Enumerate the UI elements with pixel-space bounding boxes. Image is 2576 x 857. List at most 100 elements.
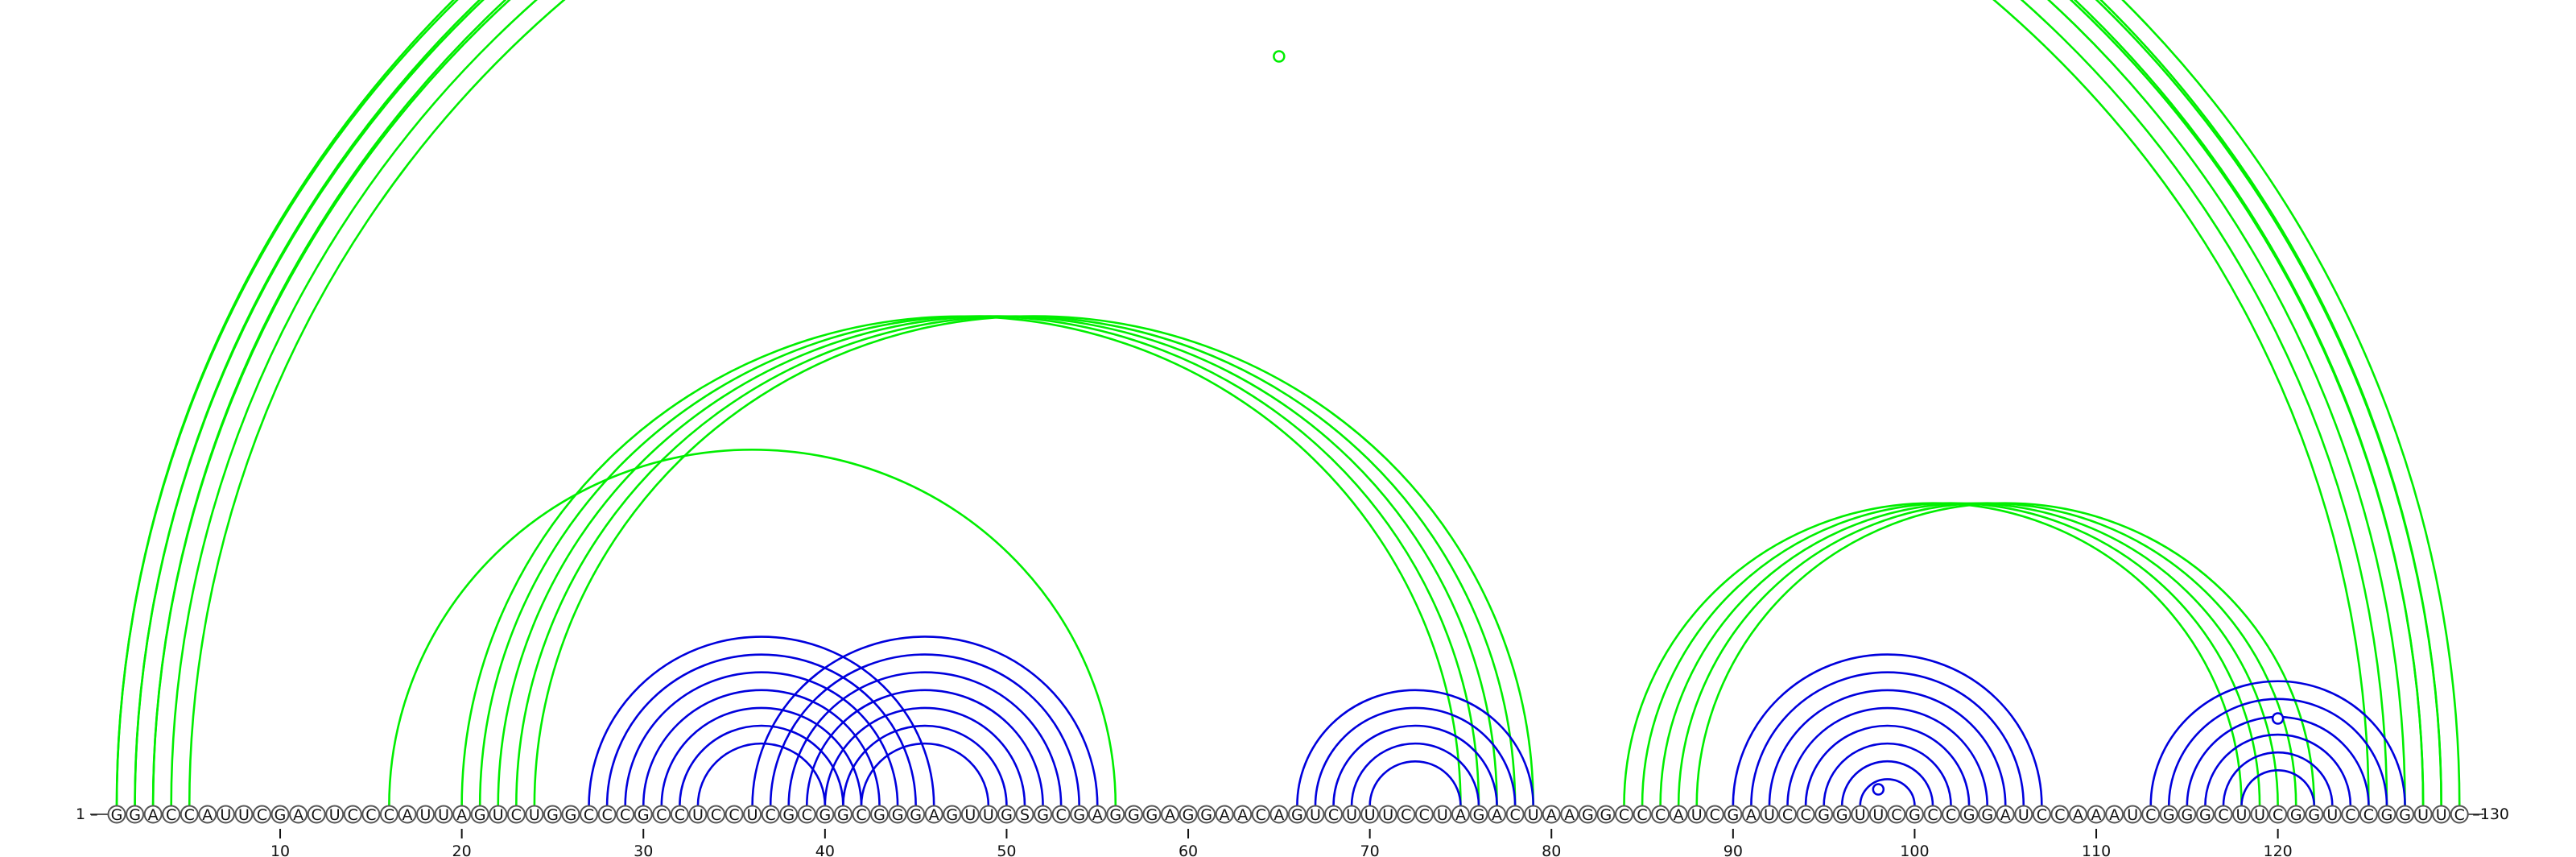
nucleotide-circle <box>343 805 362 824</box>
nucleotide-circle <box>2195 805 2215 824</box>
nucleotide-letter: C <box>511 806 522 824</box>
nucleotide-117: C <box>2214 805 2233 824</box>
nucleotide-circle <box>1469 805 1488 824</box>
nucleotide-letter: A <box>202 806 213 824</box>
nucleotide-circle <box>1814 805 1834 824</box>
nucleotide-126: G <box>2377 805 2396 824</box>
base-pair-arc-70-75 <box>1368 760 1462 806</box>
nucleotide-letter: U <box>964 806 976 824</box>
nucleotide-12: C <box>307 805 326 824</box>
nucleotide-circle <box>1306 805 1325 824</box>
nucleotide-circle <box>1905 805 1924 824</box>
base-pair-arc-67-78 <box>1314 706 1517 806</box>
nucleotide-circle <box>688 805 708 824</box>
nucleotide-letter: C <box>184 806 195 824</box>
nucleotide-circle <box>1741 805 1761 824</box>
nucleotide-49: U <box>979 805 998 824</box>
nucleotide-letter: C <box>2037 806 2047 824</box>
nucleotide-circle <box>234 805 254 824</box>
nucleotide-circle <box>561 805 580 824</box>
nucleotide-129: U <box>2432 805 2451 824</box>
nucleotide-circle <box>434 805 453 824</box>
base-pair-arc-30-43 <box>642 689 881 806</box>
base-pair-arc-3-128 <box>151 0 2425 806</box>
nucleotide-115: G <box>2178 805 2197 824</box>
nucleotide-circle <box>1034 805 1053 824</box>
nucleotide-59: A <box>1160 805 1179 824</box>
nucleotide-15: C <box>361 805 381 824</box>
nucleotide-80: A <box>1542 805 1561 824</box>
nucleotide-letter: U <box>1764 806 1775 824</box>
base-pair-arc-90-107 <box>1732 653 2043 806</box>
nucleotide-7: U <box>216 805 235 824</box>
nucleotide-circle <box>2396 805 2415 824</box>
nucleotide-letter: C <box>365 806 376 824</box>
base-pair-arc-20-75 <box>460 315 1462 806</box>
nucleotide-116: G <box>2195 805 2215 824</box>
nucleotide-letter: S <box>1020 806 1030 824</box>
nucleotide-circle <box>1233 805 1253 824</box>
nucleotide-95: G <box>1814 805 1834 824</box>
nucleotide-82: G <box>1578 805 1597 824</box>
nucleotide-96: G <box>1832 805 1852 824</box>
nucleotide-letter: A <box>1546 806 1557 824</box>
arc-marker-2 <box>1872 783 1885 796</box>
nucleotide-62: A <box>1215 805 1234 824</box>
nucleotide-letter: U <box>420 806 431 824</box>
nucleotide-letter: G <box>1836 806 1848 824</box>
nucleotide-87: A <box>1669 805 1688 824</box>
nucleotide-letter: A <box>1237 806 1248 824</box>
nucleotide-34: C <box>706 805 725 824</box>
nucleotide-letter: C <box>1710 806 1720 824</box>
nucleotide-letter: C <box>620 806 630 824</box>
position-ticks: 10 20 30 40 50 60 70 80 90 100 110 120 <box>270 829 2293 857</box>
nucleotide-circle <box>107 805 126 824</box>
nucleotide-letter: G <box>1183 806 1195 824</box>
arc-markers <box>1273 50 2285 796</box>
nucleotide-67: U <box>1306 805 1325 824</box>
nucleotide-letter: G <box>1727 806 1739 824</box>
tick-label-90: 90 <box>1724 843 1743 857</box>
nucleotide-circle <box>1760 805 1779 824</box>
nucleotide-circle <box>2286 805 2306 824</box>
nucleotide-circle <box>416 805 436 824</box>
nucleotide-circle <box>2014 805 2033 824</box>
nucleotide-letter: G <box>547 806 559 824</box>
nucleotide-circle <box>815 805 835 824</box>
nucleotide-37: C <box>761 805 780 824</box>
nucleotide-92: U <box>1760 805 1779 824</box>
nucleotide-98: U <box>1868 805 1888 824</box>
nucleotide-circle <box>1179 805 1198 824</box>
nucleotide-11: A <box>289 805 308 824</box>
nucleotide-letter: U <box>2326 806 2338 824</box>
base-pair-arc-97-100 <box>1859 778 1916 806</box>
nucleotide-circle <box>1651 805 1670 824</box>
nucleotide-letter: C <box>1637 806 1647 824</box>
nucleotide-circle <box>2232 805 2252 824</box>
nucleotide-letter: A <box>402 806 412 824</box>
base-pair-arc-31-42 <box>660 706 863 806</box>
nucleotide-19: U <box>434 805 453 824</box>
nucleotide-circle <box>1414 805 1434 824</box>
nucleotide-letter: G <box>1473 806 1485 824</box>
nucleotide-letter: U <box>238 806 250 824</box>
tick-label-30: 30 <box>634 843 653 857</box>
nucleotide-circle <box>833 805 852 824</box>
nucleotide-71: U <box>1378 805 1397 824</box>
nucleotide-circle <box>2214 805 2233 824</box>
nucleotide-107: C <box>2032 805 2051 824</box>
nucleotide-letter: G <box>1001 806 1013 824</box>
nucleotide-letter: C <box>2363 806 2374 824</box>
nucleotide-circle <box>2413 805 2433 824</box>
nucleotide-127: G <box>2396 805 2415 824</box>
nucleotide-2: G <box>126 805 145 824</box>
nucleotide-letter: U <box>2436 806 2447 824</box>
nucleotide-letter: U <box>438 806 449 824</box>
nucleotide-58: G <box>1142 805 1162 824</box>
nucleotide-109: A <box>2068 805 2087 824</box>
nucleotide-circle <box>1124 805 1143 824</box>
nucleotide-circle <box>852 805 871 824</box>
nucleotide-112: U <box>2123 805 2142 824</box>
nucleotide-letter: U <box>1310 806 1321 824</box>
